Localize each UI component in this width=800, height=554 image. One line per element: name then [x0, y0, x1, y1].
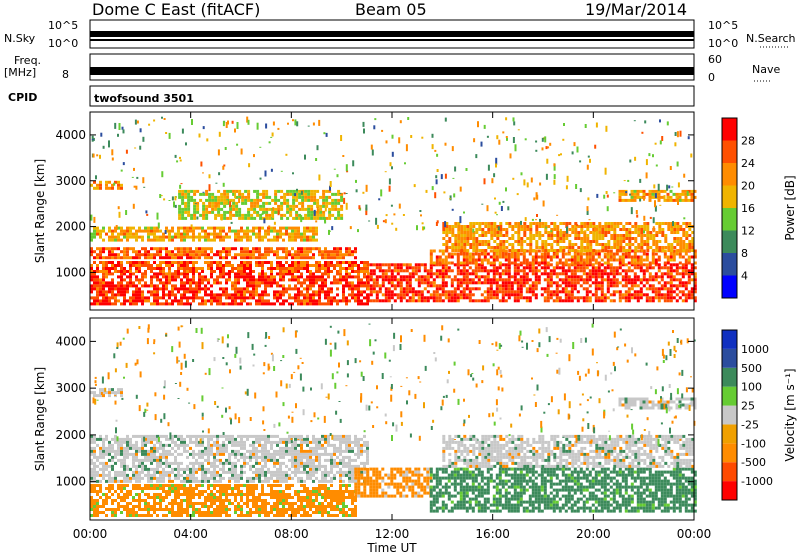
station-title: Dome C East (fitACF): [92, 0, 261, 19]
power-ytick-label-0: 1000: [55, 265, 86, 279]
nsky-tick-bottom: 10^0: [48, 37, 79, 50]
xtick-label-5: 20:00: [576, 527, 611, 541]
velocity-colorbar-seg-3: [722, 424, 737, 444]
power-colorbar-label: Power [dB]: [783, 175, 797, 240]
velocity-band-2: [90, 388, 123, 398]
power-band-9: [618, 189, 697, 202]
power-band-8: [442, 222, 695, 252]
velocity-colorbar-seg-2: [722, 443, 737, 463]
velocity-panel: 1000 2000 3000 4000 00:00 04:00 08:00 12:00 16:0…: [33, 317, 797, 554]
xtick-label-0: 00:00: [73, 527, 108, 541]
power-band-3: [90, 226, 318, 242]
power-colorbar-seg-7: [722, 118, 737, 141]
nave-label: Nave: [752, 63, 781, 76]
xtick-label-1: 04:00: [173, 527, 208, 541]
nave-tick-top: 60: [708, 53, 722, 66]
power-panel: 1000 2000 3000 4000 Slant Range [km] 4 8 12 16 20…: [33, 111, 797, 311]
velocity-band-6: [618, 397, 697, 410]
velocity-band-1: [90, 434, 369, 483]
velocity-scatter: [92, 323, 696, 446]
beam-title: Beam 05: [355, 0, 427, 19]
power-band-7: [429, 249, 697, 265]
velocity-cb-tick-5: -100: [741, 437, 766, 450]
velocity-colorbar-seg-4: [722, 405, 737, 425]
velocity-band-0: [90, 484, 357, 517]
date-title: 19/Mar/2014: [585, 0, 688, 19]
power-ytick-label-2: 3000: [55, 174, 86, 188]
power-colorbar-seg-1: [722, 253, 737, 276]
power-band-4: [90, 180, 123, 190]
power-colorbar-seg-2: [722, 230, 737, 253]
power-colorbar-seg-0: [722, 275, 737, 298]
power-colorbar-seg-3: [722, 208, 737, 231]
xtick-label-3: 12:00: [375, 527, 410, 541]
power-band-0: [90, 272, 369, 306]
power-scatter: [90, 116, 693, 235]
power-band-6: [366, 263, 697, 303]
velocity-colorbar: [721, 329, 738, 501]
velocity-band-4: [429, 467, 697, 513]
freq-unit: [MHz]: [4, 66, 37, 79]
power-colorbar-seg-4: [722, 185, 737, 208]
power-colorbar-seg-6: [722, 140, 737, 163]
velocity-colorbar-seg-7: [722, 348, 737, 368]
velocity-ytick-label-0: 1000: [55, 475, 86, 489]
power-ylabel: Slant Range [km]: [33, 159, 47, 263]
freq-label: Freq.: [14, 54, 42, 67]
xtick-label-6: 00:00: [677, 527, 712, 541]
power-colorbar-seg-5: [722, 163, 737, 186]
power-cb-tick-1: 8: [741, 247, 748, 260]
velocity-ytick-label-1: 2000: [55, 428, 86, 442]
velocity-cb-tick-3: 25: [741, 400, 755, 413]
power-cb-tick-2: 12: [741, 225, 755, 238]
xlabel: Time UT: [366, 541, 417, 554]
velocity-cb-tick-6: -500: [741, 456, 766, 469]
velocity-colorbar-label: Velocity [m s⁻¹]: [783, 368, 797, 461]
xtick-label-2: 08:00: [274, 527, 309, 541]
velocity-band-3: [354, 467, 433, 498]
power-cb-tick-0: 4: [741, 270, 748, 283]
power-band-2: [90, 247, 357, 260]
power-ytick-label-1: 2000: [55, 220, 86, 234]
freq-trace: [90, 67, 694, 75]
velocity-ytick-label-3: 4000: [55, 334, 86, 348]
nsearch-label: N.Search: [746, 32, 796, 45]
cpid-strip-frame: [89, 85, 695, 107]
cpid-label: CPID: [8, 91, 38, 104]
velocity-cb-tick-7: -1000: [741, 475, 773, 488]
power-cb-tick-6: 28: [741, 135, 755, 148]
velocity-ylabel: Slant Range [km]: [33, 367, 47, 471]
power-ytick-label-3: 4000: [55, 128, 86, 142]
power-band-1: [90, 261, 369, 273]
power-cb-tick-3: 16: [741, 202, 755, 215]
velocity-cb-tick-2: 100: [741, 381, 762, 394]
velocity-ytick-label-2: 3000: [55, 381, 86, 395]
xtick-label-4: 16:00: [475, 527, 510, 541]
nave-tick-bottom: 0: [708, 71, 715, 84]
nsky-tick-top: 10^5: [48, 19, 79, 32]
nsearch-tick-bottom: 10^0: [708, 37, 739, 50]
power-cb-tick-5: 24: [741, 157, 755, 170]
power-colorbar: [721, 117, 738, 299]
freq-tick: 8: [62, 68, 69, 81]
power-band-5: [178, 189, 344, 220]
power-cb-tick-4: 20: [741, 180, 755, 193]
cpid-value: twofsound 3501: [94, 92, 194, 105]
velocity-colorbar-seg-6: [722, 367, 737, 387]
nsearch-tick-top: 10^5: [708, 19, 739, 32]
velocity-colorbar-seg-1: [722, 462, 737, 482]
velocity-cb-tick-4: -25: [741, 418, 759, 431]
velocity-colorbar-seg-8: [722, 330, 737, 349]
velocity-colorbar-seg-5: [722, 386, 737, 406]
nsky-label: N.Sky: [4, 32, 36, 45]
velocity-colorbar-frame: [721, 329, 738, 501]
velocity-band-5: [442, 434, 695, 468]
power-colorbar-frame: [721, 117, 738, 299]
velocity-colorbar-seg-0: [722, 481, 737, 500]
velocity-cb-tick-1: 500: [741, 362, 762, 375]
velocity-cb-tick-0: 1000: [741, 343, 769, 356]
